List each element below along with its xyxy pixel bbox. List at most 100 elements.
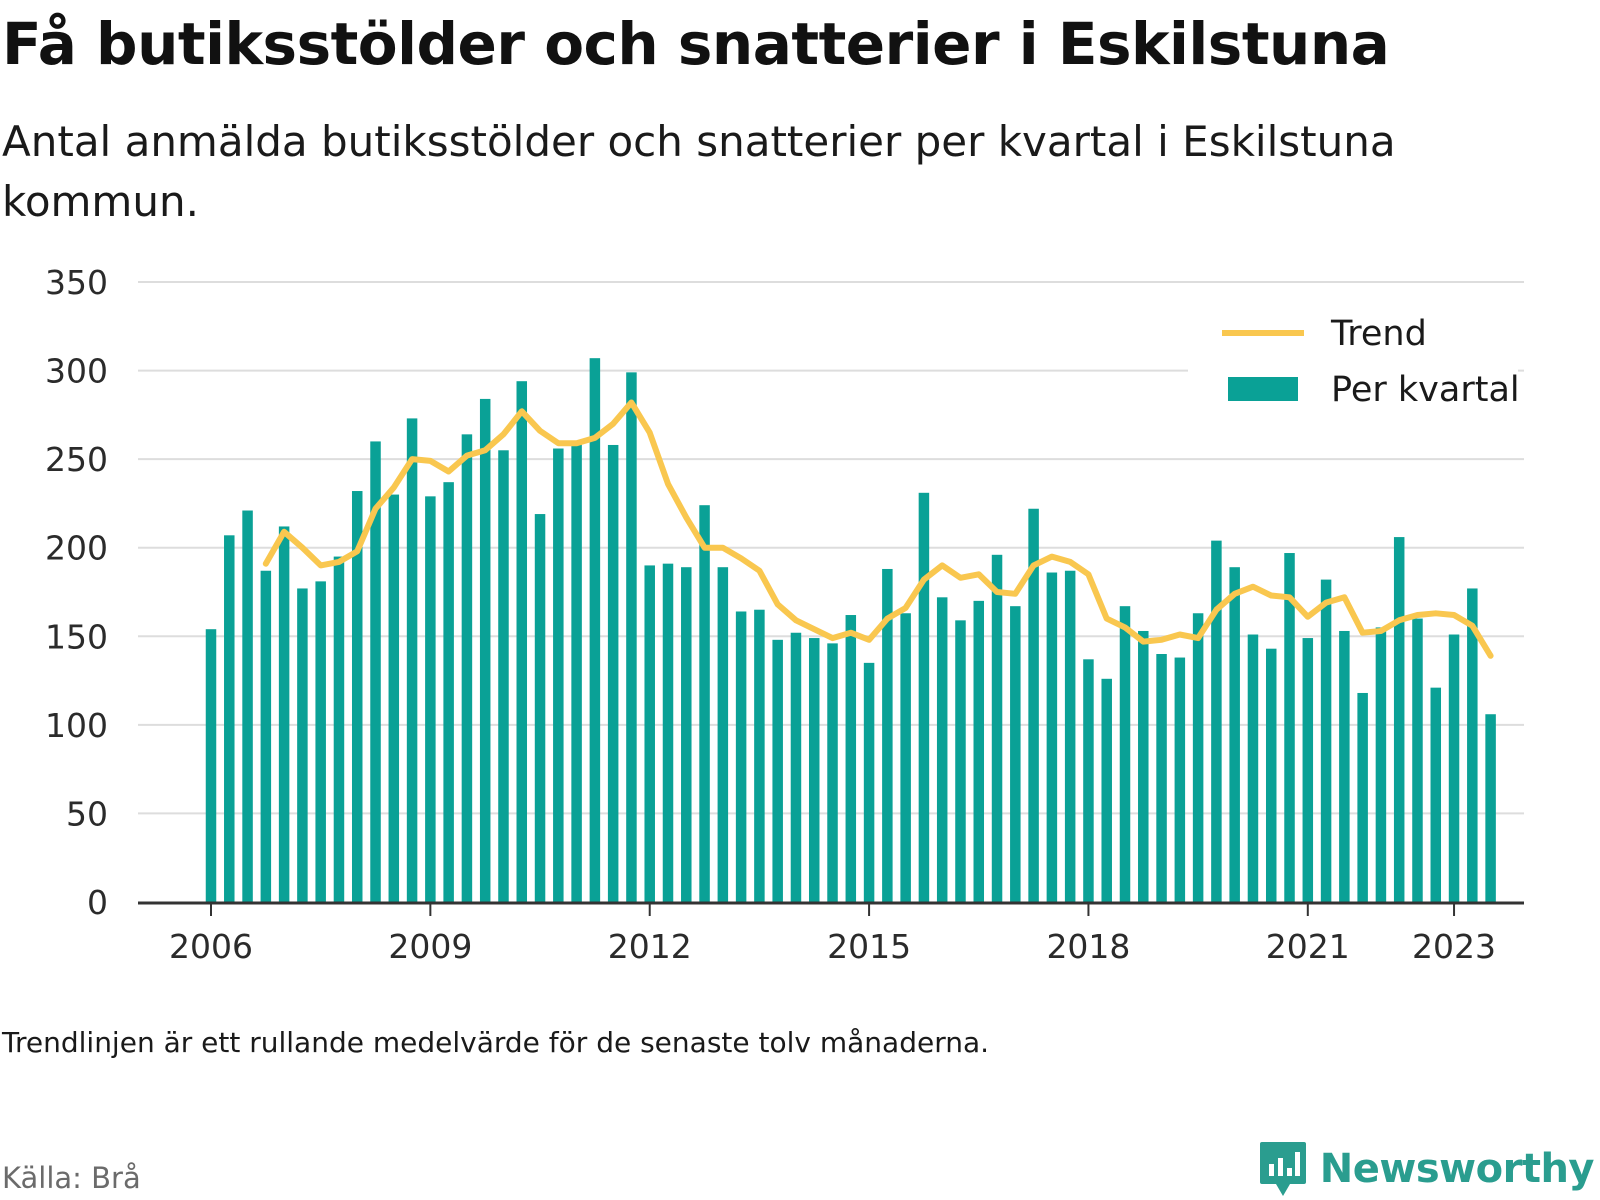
bar-2018-Q3 — [1119, 606, 1131, 902]
bar-2009-Q1 — [425, 496, 436, 902]
bar-2018-Q1 — [1083, 659, 1094, 902]
legend-bars-swatch — [1228, 377, 1298, 401]
bar-2019-Q3 — [1192, 613, 1204, 902]
bar-2012-Q1 — [644, 565, 655, 902]
bar-2011-Q3 — [607, 444, 619, 902]
y-tick-label: 0 — [87, 883, 108, 922]
bar-2020-Q3 — [1265, 648, 1277, 902]
y-tick-label: 50 — [66, 794, 108, 833]
x-axis-ticks: 2006 2009 2012 2015 2018 2021 2023 — [169, 904, 1496, 966]
newsworthy-logo-icon — [1259, 1142, 1306, 1196]
x-tick-label: 2015 — [827, 927, 911, 966]
bar-2006-Q2 — [224, 535, 235, 902]
brand[interactable]: Newsworthy — [1258, 1140, 1595, 1198]
bar-2022-Q3 — [1412, 618, 1423, 902]
bar-2020-Q1 — [1229, 567, 1240, 902]
bar-2010-Q4 — [553, 448, 564, 902]
bar-2013-Q3 — [754, 609, 765, 902]
y-tick-label: 200 — [45, 529, 108, 568]
bar-2017-Q1 — [1010, 606, 1021, 902]
y-tick-label: 350 — [45, 263, 108, 302]
bar-2021-Q4 — [1357, 692, 1368, 902]
y-tick-label: 300 — [45, 352, 108, 391]
bar-2007-Q1 — [278, 526, 290, 902]
chart-title: Få butiksstölder och snatterier i Eskils… — [2, 10, 1390, 78]
x-tick-label: 2009 — [388, 927, 472, 966]
x-tick-label: 2006 — [169, 927, 253, 966]
bar-2022-Q4 — [1430, 687, 1442, 902]
bar-2014-Q1 — [790, 632, 802, 902]
bar-2011-Q4 — [626, 372, 637, 902]
legend-bars-label: Per kvartal — [1331, 370, 1520, 410]
bar-2019-Q2 — [1174, 657, 1186, 902]
bar-2022-Q1 — [1375, 627, 1387, 902]
bar-2010-Q2 — [516, 381, 528, 902]
bar-2012-Q4 — [699, 505, 710, 902]
bars-per-kvartal — [205, 358, 1496, 903]
bar-2020-Q4 — [1284, 553, 1295, 902]
legend-trend-label: Trend — [1330, 314, 1427, 354]
bar-2007-Q4 — [333, 556, 345, 902]
x-tick-label: 2023 — [1412, 927, 1496, 966]
bar-2011-Q1 — [571, 443, 582, 902]
brand-name: Newsworthy — [1319, 1146, 1595, 1192]
bar-2016-Q4 — [991, 554, 1003, 902]
x-tick-label: 2012 — [608, 927, 692, 966]
source-label: Källa: Brå — [2, 1161, 141, 1195]
bar-2007-Q3 — [315, 581, 326, 902]
x-tick-label: 2021 — [1266, 927, 1350, 966]
y-axis-ticks: 0 50 100 150 200 250 300 350 — [45, 263, 108, 922]
bar-2015-Q2 — [882, 568, 893, 902]
bar-2023-Q1 — [1448, 634, 1460, 902]
bar-2016-Q1 — [936, 597, 948, 902]
y-tick-label: 150 — [45, 617, 108, 656]
bar-2012-Q3 — [681, 567, 692, 902]
bar-2009-Q3 — [461, 434, 473, 902]
bar-2017-Q3 — [1046, 572, 1058, 902]
bar-2017-Q2 — [1028, 508, 1039, 902]
bar-2015-Q1 — [863, 662, 875, 902]
trend-line — [262, 399, 1494, 659]
bar-2009-Q4 — [479, 398, 491, 902]
bar-2006-Q4 — [260, 570, 272, 902]
bar-2017-Q4 — [1064, 570, 1076, 902]
bar-2008-Q1 — [351, 491, 363, 902]
bar-2023-Q2 — [1467, 588, 1478, 902]
x-tick-label: 2018 — [1046, 927, 1130, 966]
bar-2014-Q2 — [808, 638, 820, 902]
bar-2020-Q2 — [1247, 634, 1259, 902]
bar-2021-Q3 — [1339, 630, 1350, 902]
bar-2010-Q3 — [534, 514, 546, 902]
bar-2019-Q1 — [1156, 654, 1167, 902]
bar-2023-Q3 — [1485, 714, 1496, 902]
bar-2016-Q3 — [973, 600, 985, 902]
legend: Trend Per kvartal — [1188, 300, 1520, 410]
bar-2018-Q2 — [1101, 678, 1112, 902]
bar-2016-Q2 — [955, 620, 966, 902]
bar-2008-Q2 — [370, 441, 381, 902]
bar-2008-Q3 — [388, 494, 400, 902]
bar-2008-Q4 — [406, 418, 418, 902]
bar-2019-Q4 — [1211, 540, 1222, 902]
bar-2012-Q2 — [662, 563, 674, 902]
bar-2013-Q4 — [772, 639, 783, 902]
bar-2014-Q3 — [827, 643, 838, 902]
bar-2013-Q2 — [735, 611, 747, 902]
chart-subtitle: Antal anmälda butiksstölder och snatteri… — [2, 117, 1396, 226]
bar-2015-Q3 — [900, 613, 911, 902]
bar-2010-Q1 — [498, 450, 509, 902]
bar-2014-Q4 — [845, 615, 857, 902]
bar-2006-Q3 — [242, 510, 253, 902]
y-tick-label: 250 — [45, 440, 108, 479]
footnote: Trendlinjen är ett rullande medelvärde f… — [2, 1026, 990, 1059]
y-tick-label: 100 — [45, 706, 108, 745]
bar-2006-Q1 — [205, 629, 217, 902]
bar-2021-Q2 — [1320, 579, 1332, 902]
bar-2013-Q1 — [717, 567, 729, 902]
bar-2021-Q1 — [1302, 638, 1314, 902]
bar-2015-Q4 — [918, 492, 930, 902]
bar-2011-Q2 — [589, 358, 601, 903]
bar-2009-Q2 — [443, 482, 454, 902]
bar-2018-Q4 — [1138, 630, 1149, 902]
